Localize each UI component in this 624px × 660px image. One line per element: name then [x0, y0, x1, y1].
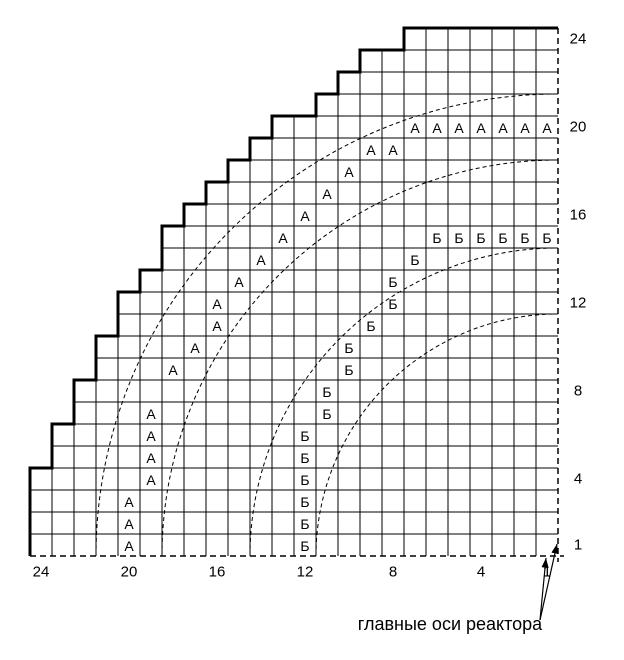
cell-label: Б — [476, 230, 485, 246]
cell-label: Б — [300, 428, 309, 444]
row-tick-label: 24 — [570, 31, 587, 48]
cell-label: А — [146, 406, 156, 422]
cell-label: Б — [410, 252, 419, 268]
row-tick-label: 12 — [570, 295, 587, 312]
cell-label: А — [234, 274, 244, 290]
cell-label: А — [300, 208, 310, 224]
radius-arc — [96, 94, 558, 556]
row-tick-label: 4 — [574, 471, 582, 488]
axes-caption: главные оси реактора — [358, 614, 543, 634]
cell-label: Б — [498, 230, 507, 246]
col-tick-label: 8 — [389, 564, 397, 581]
cell-label: Б — [300, 472, 309, 488]
cell-label: А — [124, 538, 134, 554]
cell-label: А — [388, 142, 398, 158]
cell-label: А — [410, 120, 420, 136]
cell-label: А — [256, 252, 266, 268]
cell-label: А — [542, 120, 552, 136]
col-tick-label: 24 — [33, 564, 50, 581]
cell-label: А — [498, 120, 508, 136]
cell-label: Б — [388, 296, 397, 312]
cell-label: А — [322, 186, 332, 202]
cell-label: Б — [366, 318, 375, 334]
cell-label: А — [168, 362, 178, 378]
cell-label: А — [124, 494, 134, 510]
cell-label: А — [454, 120, 464, 136]
row-tick-label: 20 — [570, 119, 587, 136]
cell-label: А — [520, 120, 530, 136]
cell-label: Б — [344, 340, 353, 356]
cell-label: Б — [542, 230, 551, 246]
cell-label: А — [278, 230, 288, 246]
row-tick-label: 1 — [574, 537, 582, 554]
cell-label: А — [432, 120, 442, 136]
col-tick-label: 4 — [477, 564, 485, 581]
cell-label: А — [476, 120, 486, 136]
cell-label: Б — [300, 494, 309, 510]
row-tick-label: 8 — [574, 383, 582, 400]
cell-label: Б — [432, 230, 441, 246]
cell-label: Б — [300, 516, 309, 532]
cell-label: А — [366, 142, 376, 158]
cell-label: Б — [388, 274, 397, 290]
cell-label: А — [146, 450, 156, 466]
cell-label: Б — [300, 538, 309, 554]
cell-label: Б — [344, 362, 353, 378]
diagram-container: АААААААААААААББББББАБАБАБАБАБАББАБАБАБАБ… — [10, 10, 624, 650]
row-tick-label: 16 — [570, 207, 587, 224]
cell-label: А — [212, 296, 222, 312]
cell-label: А — [190, 340, 200, 356]
col-tick-label: 20 — [121, 564, 138, 581]
cell-label: А — [146, 428, 156, 444]
cell-label: Б — [454, 230, 463, 246]
cell-label: Б — [520, 230, 529, 246]
cell-label: А — [146, 472, 156, 488]
col-tick-label: 16 — [209, 564, 226, 581]
cell-label: Б — [322, 406, 331, 422]
cell-label: А — [344, 164, 354, 180]
cell-label: Б — [322, 384, 331, 400]
cell-label: А — [124, 516, 134, 532]
cell-label: Б — [300, 450, 309, 466]
reactor-grid-svg: АААААААААААААББББББАБАБАБАБАБАББАБАБАБАБ… — [10, 10, 624, 650]
col-tick-label: 12 — [297, 564, 314, 581]
cell-label: А — [212, 318, 222, 334]
